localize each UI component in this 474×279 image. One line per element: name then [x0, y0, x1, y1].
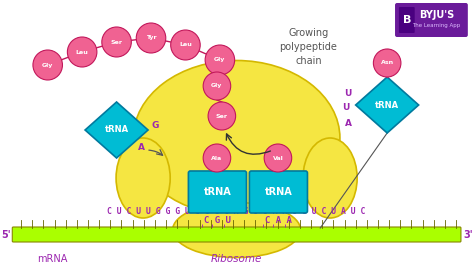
- Text: 3': 3': [463, 230, 473, 240]
- Circle shape: [374, 49, 401, 77]
- FancyBboxPatch shape: [188, 171, 246, 213]
- FancyBboxPatch shape: [399, 7, 415, 33]
- Ellipse shape: [173, 203, 301, 258]
- Text: C A A: C A A: [265, 216, 292, 225]
- Text: Ala: Ala: [211, 155, 222, 160]
- Polygon shape: [356, 77, 419, 133]
- Text: C U C U U G G G U C C G C A G U U A A U U U C U A U C: C U C U U G G G U C C G C A G U U A A U …: [108, 207, 366, 216]
- Text: Gly: Gly: [211, 83, 223, 88]
- Text: Val: Val: [273, 155, 283, 160]
- Text: Asn: Asn: [381, 61, 394, 66]
- Text: Growing
polypeptide
chain: Growing polypeptide chain: [280, 28, 337, 66]
- Polygon shape: [85, 102, 148, 158]
- Circle shape: [203, 72, 231, 100]
- Text: BYJU'S: BYJU'S: [419, 10, 454, 20]
- Text: Gly: Gly: [214, 57, 226, 62]
- Text: C G U: C G U: [204, 216, 231, 225]
- Text: Ribosome: Ribosome: [211, 254, 262, 264]
- Text: Gly: Gly: [42, 62, 54, 68]
- Text: B: B: [402, 15, 411, 25]
- Circle shape: [102, 27, 131, 57]
- Text: tRNA: tRNA: [104, 126, 128, 134]
- Ellipse shape: [133, 61, 340, 215]
- Circle shape: [136, 23, 166, 53]
- Text: Leu: Leu: [76, 49, 89, 54]
- Circle shape: [264, 144, 292, 172]
- Text: Leu: Leu: [179, 42, 192, 47]
- FancyBboxPatch shape: [12, 227, 461, 242]
- Text: tRNA: tRNA: [375, 100, 399, 109]
- FancyBboxPatch shape: [395, 3, 468, 37]
- Text: The Learning App: The Learning App: [412, 23, 460, 28]
- Text: 5': 5': [2, 230, 11, 240]
- Text: G: G: [152, 121, 159, 129]
- Ellipse shape: [116, 138, 170, 218]
- Circle shape: [67, 37, 97, 67]
- Text: U: U: [344, 88, 352, 97]
- Text: A: A: [345, 119, 352, 128]
- Text: A: A: [138, 143, 145, 153]
- Text: mRNA: mRNA: [37, 254, 68, 264]
- Text: Tyr: Tyr: [146, 35, 156, 40]
- Ellipse shape: [303, 138, 357, 218]
- Text: Ser: Ser: [110, 40, 123, 44]
- Text: Ser: Ser: [216, 114, 228, 119]
- Text: U: U: [342, 104, 350, 112]
- Text: tRNA: tRNA: [264, 187, 292, 197]
- Text: tRNA: tRNA: [203, 187, 231, 197]
- Circle shape: [203, 144, 231, 172]
- FancyBboxPatch shape: [249, 171, 308, 213]
- Circle shape: [208, 102, 236, 130]
- Circle shape: [33, 50, 63, 80]
- Circle shape: [205, 45, 235, 75]
- Circle shape: [171, 30, 200, 60]
